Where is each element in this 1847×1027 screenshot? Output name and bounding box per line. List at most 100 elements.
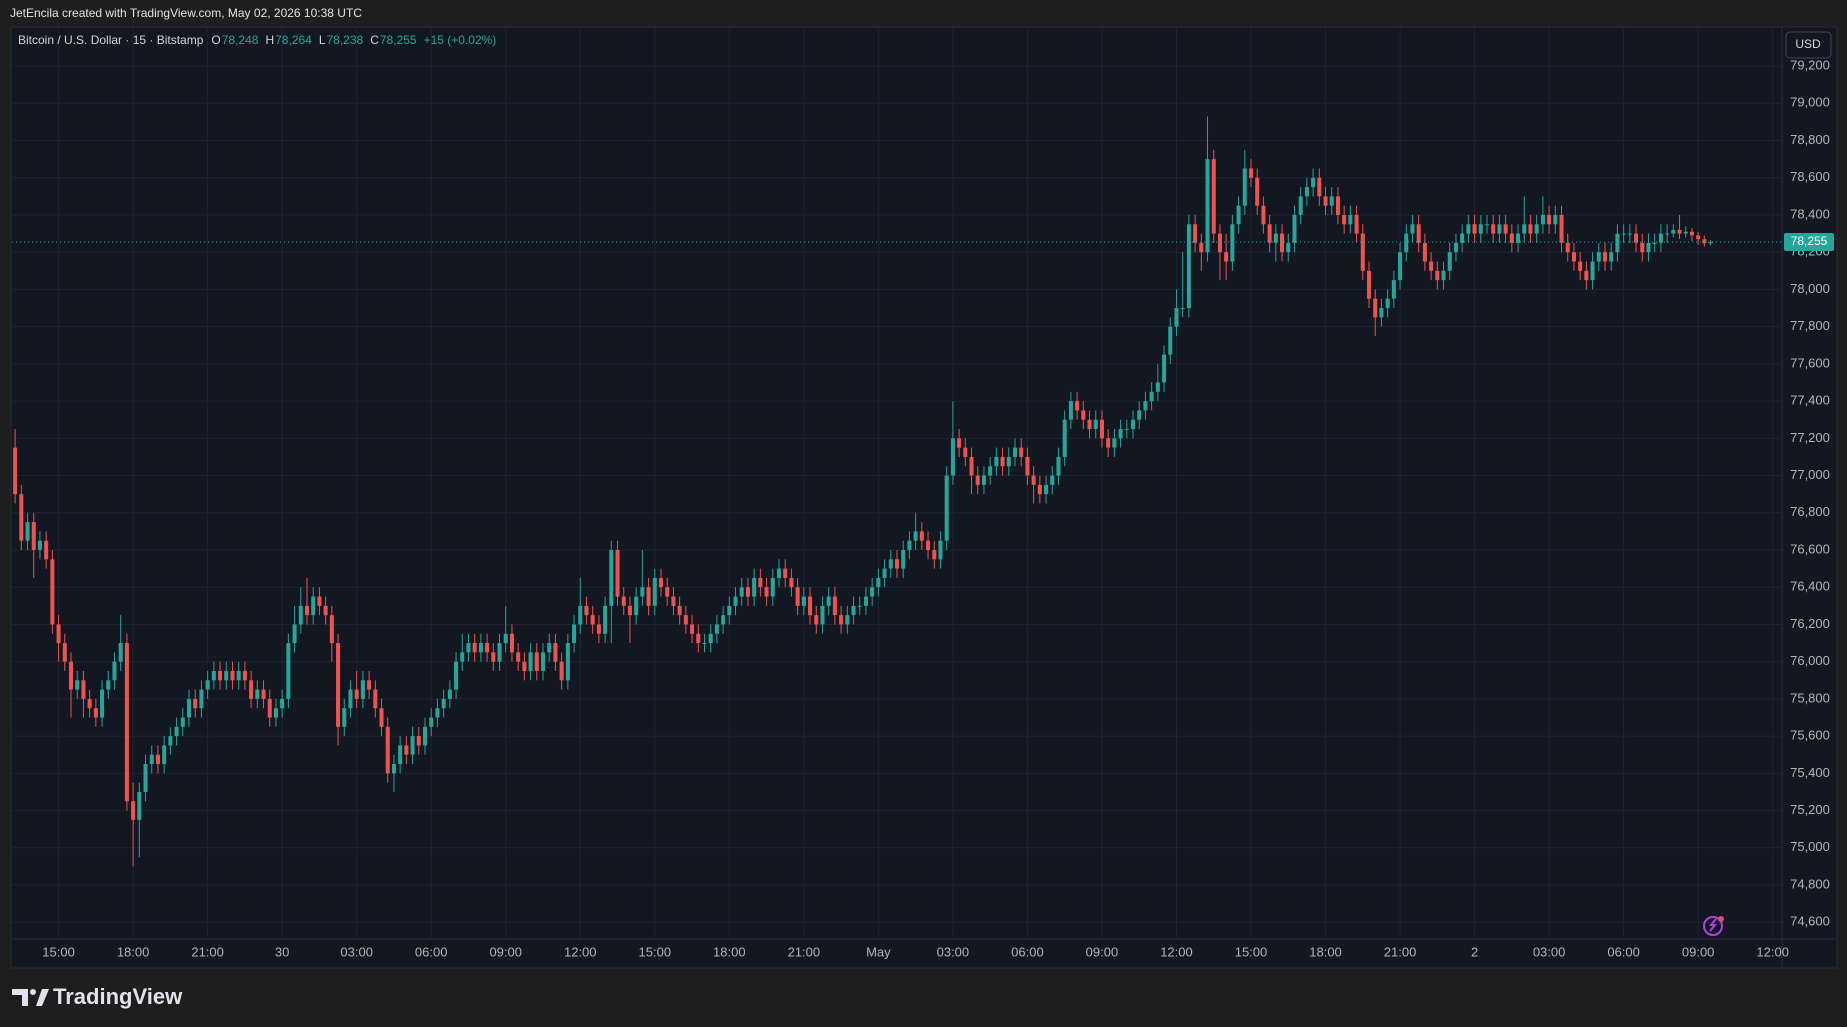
- candle-body: [93, 708, 98, 718]
- candle-body: [820, 605, 825, 625]
- candle-body: [298, 605, 303, 625]
- candle-body: [702, 643, 707, 645]
- candle-body: [75, 680, 80, 690]
- candle-body: [460, 652, 465, 662]
- last-price-label: 78,255: [1791, 234, 1828, 248]
- candle-body: [683, 615, 688, 625]
- x-tick-label: 03:00: [340, 944, 373, 959]
- candle-body: [851, 605, 856, 616]
- y-tick-label: 77,800: [1790, 318, 1830, 333]
- candle-body: [596, 624, 601, 634]
- candle-body: [1112, 438, 1117, 448]
- currency-label[interactable]: USD: [1795, 37, 1821, 51]
- x-tick-label: 15:00: [1235, 944, 1268, 959]
- candle-body: [168, 736, 173, 746]
- candle-body: [733, 596, 738, 606]
- candle-body: [1317, 177, 1322, 197]
- candle-body: [1658, 233, 1663, 243]
- y-tick-label: 75,400: [1790, 765, 1830, 780]
- candle-body: [1087, 419, 1092, 430]
- candle-body: [1447, 252, 1452, 271]
- candle-body: [1497, 224, 1502, 234]
- candle-body: [1242, 168, 1247, 206]
- candle-body: [1360, 233, 1365, 271]
- y-tick-label: 77,200: [1790, 430, 1830, 445]
- x-tick-label: 09:00: [489, 944, 522, 959]
- candle-body: [528, 652, 533, 671]
- candle-body: [857, 605, 862, 607]
- plot: [12, 116, 1782, 867]
- candle-body: [634, 596, 639, 616]
- candle-body: [758, 577, 763, 588]
- candle-body: [888, 559, 893, 569]
- candle-body: [1230, 224, 1235, 262]
- candle-body: [1354, 214, 1359, 234]
- candle-body: [1453, 242, 1458, 253]
- x-tick-label: 09:00: [1086, 944, 1119, 959]
- candle-body: [1236, 205, 1241, 225]
- y-tick-label: 78,000: [1790, 281, 1830, 296]
- candle-body: [671, 596, 676, 606]
- candle-body: [826, 596, 831, 606]
- credit: JetEncila created with TradingView.com, …: [10, 6, 362, 20]
- brand-logo: TradingView: [12, 984, 183, 1009]
- candle-body: [348, 689, 353, 709]
- candle-body: [1056, 456, 1061, 476]
- candle-body: [1050, 475, 1055, 485]
- candle-body: [1224, 252, 1229, 262]
- icon-ring[interactable]: [1703, 916, 1723, 936]
- candle-body: [304, 605, 310, 616]
- x-tick-label: 06:00: [1607, 944, 1640, 959]
- candle-body: [1708, 241, 1713, 244]
- candle-body: [441, 698, 446, 709]
- x-tick-label: 03:00: [1533, 944, 1566, 959]
- ohlc-value: 78,248: [222, 33, 259, 47]
- x-tick-label: 18:00: [713, 944, 746, 959]
- candle-body: [205, 680, 210, 690]
- y-tick-label: 75,600: [1790, 728, 1830, 743]
- candle-body: [1441, 270, 1446, 281]
- candle-body: [1484, 224, 1490, 226]
- candle-body: [1522, 224, 1527, 234]
- candle-body: [255, 689, 260, 699]
- candle-body: [1640, 242, 1645, 253]
- last-price-tag: [1784, 232, 1834, 251]
- candle-body: [957, 438, 962, 448]
- x-tick-label: 12:00: [564, 944, 597, 959]
- x-tick-label: 21:00: [191, 944, 224, 959]
- candle-body: [1677, 229, 1682, 234]
- candle-body: [81, 680, 86, 699]
- y-tick-label: 76,800: [1790, 504, 1830, 519]
- y-tick-label: 75,200: [1790, 802, 1830, 817]
- candle-body: [509, 633, 514, 653]
- candle-body: [1019, 447, 1024, 457]
- y-tick-label: 79,200: [1790, 58, 1830, 73]
- currency-button[interactable]: [1785, 31, 1832, 59]
- x-tick-label: 03:00: [937, 944, 970, 959]
- candle-body: [19, 494, 24, 541]
- candle-body: [218, 670, 223, 681]
- candle-body: [801, 596, 806, 606]
- candle-body: [367, 680, 372, 690]
- icon-dot[interactable]: [1718, 916, 1724, 922]
- candle-body: [988, 466, 993, 476]
- x-tick-label: 15:00: [639, 944, 672, 959]
- candle-body: [609, 550, 614, 606]
- candle-body: [193, 698, 198, 709]
- candle-body: [323, 605, 328, 616]
- assistant-icon[interactable]: [1703, 916, 1724, 936]
- candle-body: [913, 531, 918, 541]
- ohlc-key: L: [319, 33, 326, 47]
- candle-body: [876, 577, 881, 588]
- y-tick-label: 75,000: [1790, 839, 1830, 854]
- icon-bolt[interactable]: [1708, 918, 1718, 932]
- ohlc-value: 78,255: [380, 33, 417, 47]
- candle-body: [280, 698, 285, 709]
- y-tick-label: 75,800: [1790, 690, 1830, 705]
- candle-body: [1335, 196, 1340, 215]
- candle-body: [981, 475, 986, 485]
- candle-body: [56, 624, 61, 644]
- candle-body: [882, 568, 887, 578]
